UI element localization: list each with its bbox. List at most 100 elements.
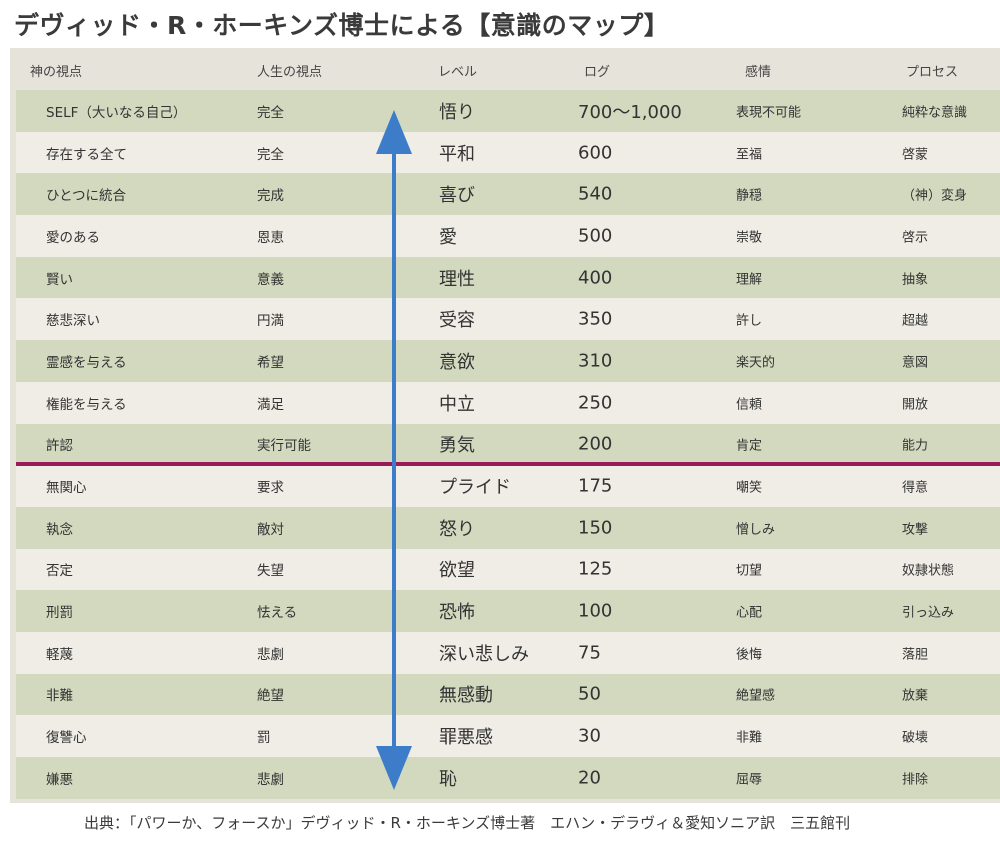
cell-god-view: 権能を与える [46,396,127,413]
cell-log: 310 [578,350,613,372]
cell-god-view: 非難 [46,688,73,705]
cell-process: 排除 [902,772,929,788]
cell-process: 放棄 [902,688,929,704]
cell-process: （神）変身 [902,188,968,204]
cell-process: 啓示 [902,230,929,246]
cell-process: 落胆 [902,647,929,663]
cell-process: 能力 [902,438,929,454]
cell-log: 400 [578,267,613,289]
page-title: デヴィッド・R・ホーキンズ博士による【意識のマップ】 [14,11,670,40]
header-level: レベル [438,65,478,80]
source-citation: 出典：「パワーか、フォースか」デヴィッド・R・ホーキンズ博士著 エハン・デラヴィ… [84,814,851,832]
cell-life-view: 怯える [257,605,298,622]
header-emotion: 感情 [745,65,772,80]
cell-life-view: 完全 [257,146,284,163]
cell-level: 勇気 [439,435,475,457]
cell-emotion: 至福 [736,147,763,163]
header-process: プロセス [906,65,959,80]
table-row: 復讐心 罰 罪悪感 30 非難 破壊 [16,715,1000,757]
cell-log: 30 [578,725,601,747]
header-life-view: 人生の視点 [257,65,323,80]
cell-level: 喜び [439,185,475,207]
cell-god-view: 復讐心 [46,730,87,747]
cell-god-view: 愛のある [46,229,100,246]
cell-god-view: 許認 [46,438,73,455]
cell-process: 超越 [902,313,929,329]
cell-life-view: 希望 [257,354,284,371]
cell-log: 50 [578,683,601,705]
threshold-divider-line [16,462,1000,466]
cell-process: 意図 [902,355,929,371]
cell-god-view: 慈悲深い [46,313,100,330]
table-row: 権能を与える 満足 中立 250 信頼 開放 [16,381,1000,424]
cell-process: 奴隷状態 [902,563,955,579]
cell-log: 125 [578,558,613,580]
cell-process: 得意 [902,480,929,496]
cell-life-view: 円満 [257,313,284,330]
cell-god-view: SELF（大いなる自己） [46,104,187,121]
table-row: 嫌悪 悲劇 恥 20 屈辱 排除 [16,757,1000,799]
table-row: 許認 実行可能 勇気 200 肯定 能力 [16,423,1000,466]
cell-god-view: 執念 [46,521,73,538]
cell-level: 愛 [439,226,457,248]
cell-log: 200 [578,433,613,455]
cell-god-view: 刑罰 [46,605,73,622]
cell-emotion: 肯定 [736,438,763,454]
cell-emotion: 憎しみ [736,522,776,538]
table-row: 愛のある 恩恵 愛 500 崇敬 啓示 [16,215,1000,257]
cell-god-view: 存在する全て [46,146,127,163]
cell-emotion: 非難 [736,730,763,746]
cell-process: 純粋な意識 [902,105,968,121]
cell-god-view: 嫌悪 [46,771,73,788]
consciousness-table: SELF（大いなる自己） 完全 悟り 700〜1,000 表現不可能 純粋な意識 存在する全… [16,90,1000,799]
cell-level: 罪悪感 [439,727,493,749]
cell-log: 350 [578,308,613,330]
cell-emotion: 崇敬 [736,230,763,246]
cell-level: 理性 [439,268,475,290]
cell-emotion: 心配 [736,605,763,621]
cell-emotion: 許し [736,313,763,329]
cell-level: プライド [439,477,511,499]
cell-emotion: 絶望感 [736,688,776,704]
cell-emotion: 嘲笑 [736,480,763,496]
cell-log: 20 [578,767,601,789]
cell-emotion: 理解 [736,272,763,288]
cell-god-view: 無関心 [46,480,87,497]
cell-life-view: 恩恵 [257,229,284,246]
cell-life-view: 悲劇 [257,771,284,788]
cell-log: 500 [578,225,613,247]
cell-log: 600 [578,142,613,164]
cell-level: 恥 [439,768,457,790]
cell-log: 150 [578,517,613,539]
cell-emotion: 切望 [736,563,763,579]
cell-log: 175 [578,475,613,497]
cell-level: 意欲 [439,351,475,373]
table-row: ひとつに統合 完成 喜び 540 静穏 （神）変身 [16,173,1000,216]
cell-life-view: 満足 [257,396,284,413]
cell-log: 75 [578,642,601,664]
table-row: 否定 失望 欲望 125 切望 奴隷状態 [16,548,1000,591]
cell-level: 中立 [439,393,475,415]
header-god-view: 神の視点 [30,65,83,80]
table-row: 軽蔑 悲劇 深い悲しみ 75 後悔 落胆 [16,631,1000,674]
cell-process: 引っ込み [902,605,955,621]
cell-god-view: 否定 [46,563,73,580]
cell-life-view: 意義 [257,271,284,288]
header-log: ログ [584,65,611,80]
cell-log: 700〜1,000 [578,101,682,123]
cell-life-view: 完全 [257,104,284,121]
cell-life-view: 実行可能 [257,438,311,455]
table-row: 非難 絶望 無感動 50 絶望感 放棄 [16,673,1000,716]
cell-process: 破壊 [902,730,929,746]
table-row: SELF（大いなる自己） 完全 悟り 700〜1,000 表現不可能 純粋な意識 [16,90,1000,132]
table-row: 無関心 要求 プライド 175 嘲笑 得意 [16,465,1000,507]
cell-god-view: 霊感を与える [46,354,127,371]
cell-emotion: 静穏 [736,188,763,204]
cell-log: 540 [578,183,613,205]
cell-life-view: 罰 [257,730,271,747]
cell-process: 啓蒙 [902,147,929,163]
cell-level: 悟り [439,101,475,123]
cell-emotion: 後悔 [736,647,763,663]
cell-god-view: ひとつに統合 [46,188,127,205]
cell-emotion: 信頼 [736,397,763,413]
